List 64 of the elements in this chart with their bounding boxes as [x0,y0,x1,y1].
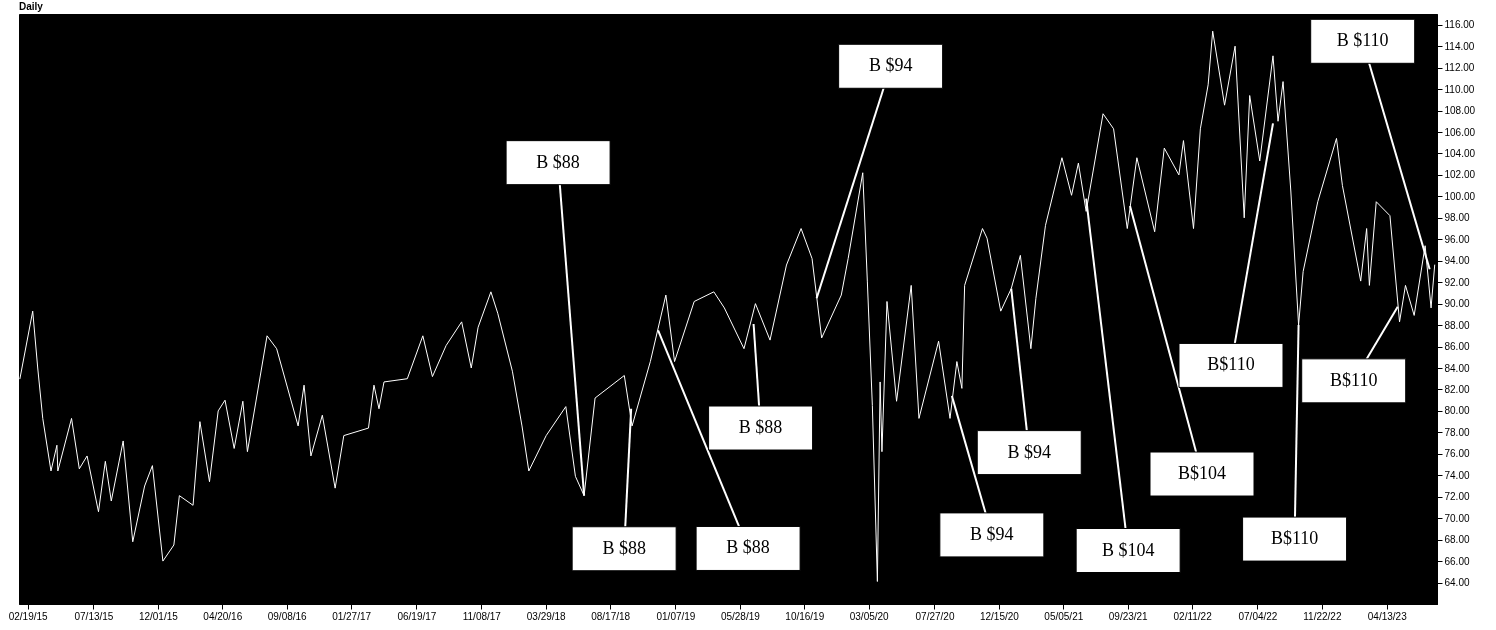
y-tick-label: 76.00 [1444,448,1470,460]
x-tick-label: 11/08/17 [462,610,502,622]
annotation: B $94 [1007,441,1051,462]
annotation: B$110 [1330,369,1378,390]
annotation: B$110 [1207,354,1255,375]
x-tick-label: 06/19/17 [397,610,437,622]
y-tick-label: 106.00 [1444,126,1476,138]
y-tick-label: 70.00 [1444,512,1470,524]
y-tick-label: 92.00 [1444,276,1470,288]
x-tick-label: 03/05/20 [849,610,890,622]
y-tick-label: 112.00 [1444,62,1475,74]
x-tick-label: 12/15/20 [979,610,1020,622]
annotation: B$104 [1178,463,1227,484]
annotation: B $88 [726,537,770,558]
x-tick-label: 04/13/23 [1367,610,1408,622]
x-tick-label: 07/04/22 [1238,610,1278,622]
y-tick-label: 80.00 [1444,405,1470,417]
annotation: B$110 [1270,528,1319,549]
y-tick-label: 72.00 [1444,491,1470,503]
y-tick-label: 74.00 [1444,469,1470,481]
x-tick-label: 05/05/21 [1044,610,1084,622]
annotation: B $88 [602,537,646,558]
y-tick-label: 84.00 [1444,362,1470,374]
annotation: B $94 [868,55,913,76]
y-tick-label: 116.00 [1444,19,1475,31]
x-tick-label: 03/29/18 [526,610,567,622]
x-tick-label: 07/13/15 [74,610,114,622]
annotation: B $104 [1101,539,1155,560]
x-tick-label: 11/22/22 [1303,610,1342,622]
x-tick-label: 05/28/19 [720,610,761,622]
y-tick-label: 78.00 [1444,426,1470,438]
y-tick-label: 96.00 [1444,233,1470,245]
y-tick-label: 114.00 [1444,40,1475,52]
y-tick-label: 88.00 [1444,319,1470,331]
y-tick-label: 90.00 [1444,298,1470,310]
x-tick-label: 08/17/18 [591,610,631,622]
y-tick-label: 102.00 [1444,169,1476,181]
x-tick-label: 02/11/22 [1173,610,1213,622]
y-tick-label: 104.00 [1444,147,1476,159]
y-tick-label: 66.00 [1444,555,1470,567]
chart-title: Daily [19,1,44,12]
x-tick-label: 07/27/20 [915,610,955,622]
x-tick-label: 10/16/19 [785,610,825,622]
y-tick-label: 110.00 [1444,83,1475,95]
y-tick-label: 100.00 [1444,190,1476,202]
y-tick-label: 64.00 [1444,577,1470,589]
y-tick-label: 94.00 [1444,255,1470,267]
x-tick-label: 01/27/17 [332,610,372,622]
annotation: B $88 [738,417,783,438]
annotation: B $88 [536,151,580,172]
x-tick-label: 12/01/15 [138,610,179,622]
y-tick-label: 68.00 [1444,534,1470,546]
x-tick-label: 09/23/21 [1108,610,1149,622]
x-tick-label: 09/08/16 [267,610,308,622]
y-tick-label: 86.00 [1444,341,1470,353]
y-tick-label: 82.00 [1444,383,1470,395]
annotation: B $110 [1336,30,1389,51]
annotation: B $94 [970,523,1014,544]
line-series [19,30,1436,582]
x-tick-label: 01/07/19 [656,610,696,622]
x-tick-label: 02/19/15 [8,610,49,622]
y-tick-label: 108.00 [1444,105,1476,117]
x-tick-label: 04/20/16 [203,610,243,622]
y-tick-label: 98.00 [1444,212,1470,224]
